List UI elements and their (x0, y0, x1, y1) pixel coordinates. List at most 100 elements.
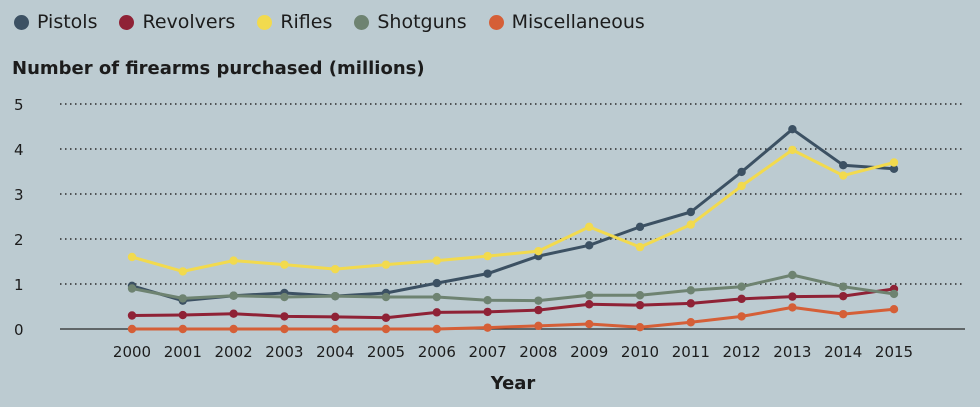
data-point-shotguns (534, 296, 543, 305)
y-axis-title: Number of firearms purchased (millions) (12, 58, 425, 79)
data-point-revolvers (635, 300, 645, 310)
legend-label: Shotguns (377, 11, 467, 33)
x-tick-label: 2012 (723, 343, 761, 361)
data-point-miscellaneous (686, 318, 695, 327)
data-point-revolvers (178, 310, 187, 320)
x-tick-label: 2000 (113, 343, 151, 361)
data-point-shotguns (432, 292, 441, 302)
data-point-revolvers (585, 300, 594, 309)
data-point-rifles (127, 252, 137, 262)
data-point-rifles (483, 251, 492, 261)
data-point-shotguns (889, 289, 899, 299)
legend-swatch (119, 14, 135, 30)
data-point-shotguns (178, 294, 187, 303)
data-point-shotguns (381, 292, 391, 302)
data-point-revolvers (229, 309, 238, 318)
data-point-shotguns (585, 291, 594, 300)
y-tick-label: 2 (14, 231, 24, 249)
series-line-miscellaneous (132, 305, 895, 331)
data-point-revolvers (483, 307, 492, 317)
x-tick-label: 2013 (773, 343, 811, 361)
x-tick-label: 2009 (570, 343, 608, 361)
data-point-shotguns (331, 291, 340, 301)
data-point-rifles (534, 246, 543, 256)
data-point-rifles (229, 256, 238, 265)
x-tick-label: 2005 (367, 343, 405, 361)
legend-swatch (14, 14, 29, 30)
data-point-miscellaneous (331, 324, 340, 334)
data-point-revolvers (331, 312, 340, 322)
legend-item-shotguns: Shotguns (354, 11, 467, 33)
series-line-rifles (131, 148, 895, 273)
data-point-miscellaneous (839, 309, 848, 319)
x-tick-label: 2008 (519, 343, 557, 361)
data-point-shotguns (280, 292, 289, 302)
x-tick-label: 2006 (418, 343, 456, 361)
data-point-revolvers (432, 308, 441, 317)
data-point-revolvers (280, 312, 289, 321)
data-point-pistols (788, 125, 797, 134)
data-point-rifles (686, 220, 695, 229)
chart-legend: Pistols Revolvers Rifles Shotguns Miscellane… (14, 8, 645, 36)
data-point-miscellaneous (178, 324, 187, 334)
data-point-miscellaneous (585, 319, 594, 329)
data-point-rifles (788, 145, 797, 155)
legend-label: Revolvers (142, 11, 236, 33)
data-point-revolvers (534, 305, 543, 315)
data-point-miscellaneous (788, 303, 797, 312)
data-point-miscellaneous (635, 323, 645, 332)
data-point-revolvers (127, 311, 137, 320)
y-tick-label: 4 (14, 141, 24, 159)
data-point-pistols (889, 164, 899, 173)
x-axis-title: Year (490, 373, 536, 394)
x-tick-label: 2011 (672, 343, 710, 361)
legend-item-pistols: Pistols (14, 11, 97, 33)
data-point-shotguns (229, 291, 238, 300)
data-point-miscellaneous (889, 305, 899, 314)
legend-label: Rifles (280, 11, 333, 33)
data-point-shotguns (127, 284, 137, 293)
data-point-miscellaneous (737, 312, 746, 321)
data-point-revolvers (381, 313, 391, 322)
data-point-miscellaneous (127, 324, 137, 334)
x-tick-label: 2003 (265, 343, 303, 361)
data-point-rifles (737, 181, 746, 191)
data-point-miscellaneous (229, 324, 238, 334)
data-point-shotguns (483, 296, 492, 305)
legend-swatch (488, 14, 504, 30)
legend-label: Pistols (37, 11, 98, 33)
data-point-miscellaneous (280, 324, 289, 334)
x-tick-label: 2004 (316, 343, 354, 361)
series-line-shotguns (131, 273, 895, 303)
data-point-rifles (280, 260, 289, 269)
data-point-rifles (331, 264, 340, 274)
data-point-revolvers (737, 294, 746, 304)
data-point-revolvers (839, 291, 848, 301)
legend-item-miscellaneous: Miscellaneous (488, 11, 645, 33)
data-point-shotguns (839, 282, 848, 291)
data-point-miscellaneous (534, 321, 543, 331)
data-point-pistols (635, 222, 645, 232)
data-point-shotguns (737, 282, 746, 291)
data-point-pistols (737, 167, 746, 177)
data-point-revolvers (686, 299, 695, 308)
series-line-revolvers (131, 287, 895, 320)
data-point-pistols (686, 207, 695, 217)
y-tick-label: 0 (14, 321, 24, 339)
x-tick-label: 2014 (824, 343, 862, 361)
data-point-miscellaneous (432, 324, 441, 334)
legend-item-rifles: Rifles (257, 11, 332, 33)
data-point-rifles (889, 158, 899, 167)
data-point-miscellaneous (381, 324, 391, 334)
data-point-rifles (585, 222, 594, 232)
data-point-shotguns (686, 286, 695, 295)
y-tick-label: 1 (14, 276, 24, 294)
data-point-rifles (381, 260, 391, 269)
x-tick-label: 2010 (621, 343, 659, 361)
legend-label: Miscellaneous (511, 11, 645, 33)
data-point-shotguns (635, 291, 645, 300)
series-line-pistols (131, 127, 895, 303)
legend-swatch (354, 14, 370, 30)
data-point-pistols (483, 269, 492, 278)
